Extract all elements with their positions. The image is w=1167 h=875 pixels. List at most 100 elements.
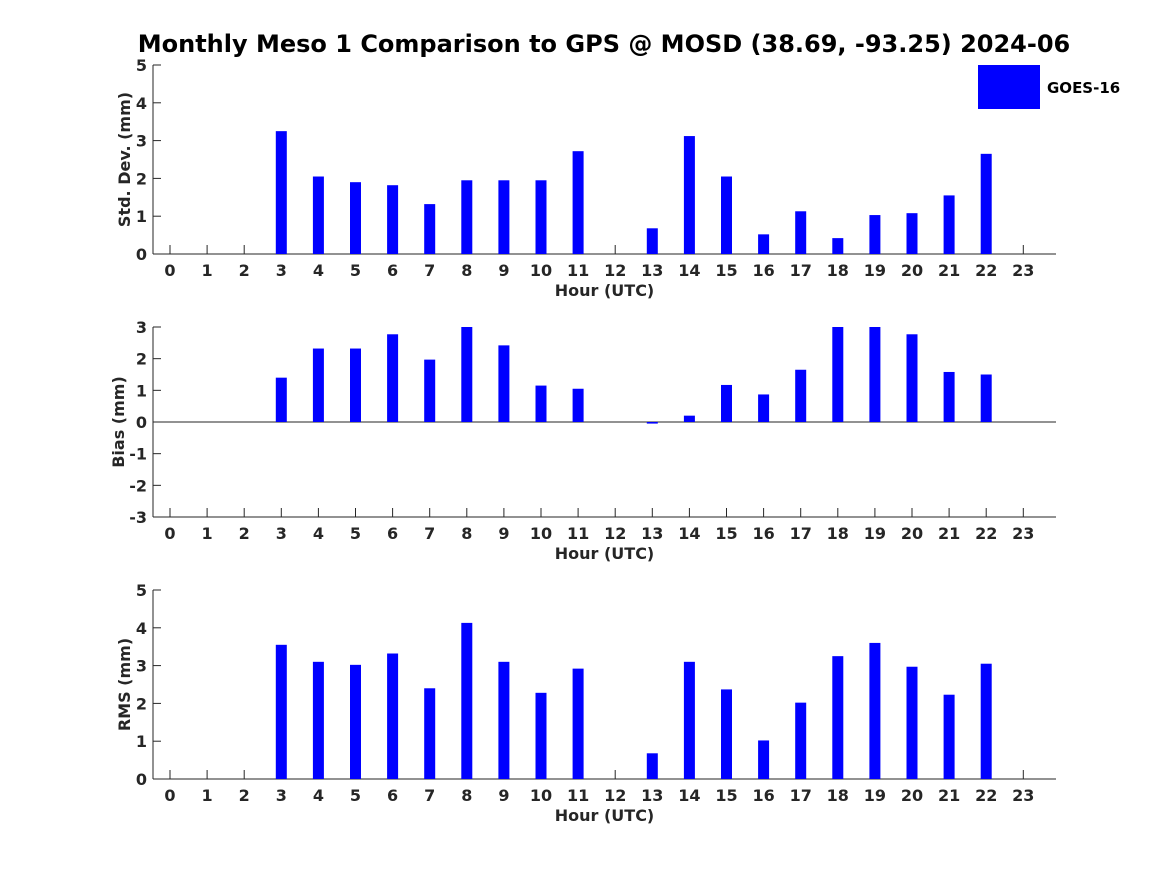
- bar-3-hour-22: [980, 663, 992, 779]
- y-axis-label: RMS (mm): [115, 638, 134, 731]
- x-tick-label: 12: [604, 524, 626, 543]
- x-tick-label: 21: [938, 524, 960, 543]
- bar-1-hour-14: [683, 136, 695, 254]
- bar-2-hour-16: [758, 394, 770, 422]
- bar-2-hour-11: [572, 388, 584, 422]
- bar-1-hour-8: [461, 180, 473, 254]
- x-tick-label: 11: [567, 261, 589, 280]
- y-axis-label: Std. Dev. (mm): [115, 92, 134, 227]
- legend-label: GOES-16: [1047, 79, 1120, 97]
- bar-2-hour-9: [498, 345, 510, 422]
- x-tick-label: 2: [239, 786, 250, 805]
- x-tick-label: 22: [975, 524, 997, 543]
- x-tick-label: 16: [752, 786, 774, 805]
- x-tick-label: 7: [424, 524, 435, 543]
- bar-2-hour-10: [535, 385, 547, 422]
- y-tick-label: 3: [136, 657, 147, 676]
- x-tick-label: 1: [202, 524, 213, 543]
- bar-3-hour-6: [387, 653, 399, 779]
- bar-1-hour-21: [943, 195, 955, 254]
- bar-1-hour-11: [572, 151, 584, 254]
- bar-1-hour-5: [350, 182, 361, 254]
- bar-3-hour-10: [535, 692, 547, 779]
- bar-2-hour-22: [980, 374, 992, 422]
- bar-2-hour-17: [795, 369, 807, 422]
- x-tick-label: 10: [530, 261, 552, 280]
- bar-2-hour-15: [721, 384, 732, 422]
- y-tick-label: 0: [136, 245, 147, 264]
- x-tick-label: 3: [276, 524, 287, 543]
- bar-3-hour-16: [758, 740, 770, 779]
- x-tick-label: 19: [864, 261, 886, 280]
- x-tick-label: 11: [567, 524, 589, 543]
- x-tick-label: 6: [387, 524, 398, 543]
- x-tick-label: 19: [864, 524, 886, 543]
- bar-3-hour-7: [424, 688, 436, 779]
- x-tick-label: 0: [164, 261, 175, 280]
- x-tick-label: 3: [276, 786, 287, 805]
- x-tick-label: 10: [530, 786, 552, 805]
- x-tick-label: 12: [604, 261, 626, 280]
- x-tick-label: 0: [164, 786, 175, 805]
- bar-2-hour-6: [387, 334, 399, 422]
- y-tick-label: 1: [136, 381, 147, 400]
- x-axis-label: Hour (UTC): [555, 544, 655, 563]
- x-tick-label: 11: [567, 786, 589, 805]
- bar-1-hour-13: [646, 228, 658, 254]
- x-tick-label: 14: [678, 524, 700, 543]
- x-tick-label: 7: [424, 786, 435, 805]
- y-axis-label: Bias (mm): [109, 376, 128, 468]
- bar-1-hour-22: [980, 153, 992, 254]
- x-tick-label: 20: [901, 261, 923, 280]
- x-tick-label: 13: [641, 261, 663, 280]
- bar-1-hour-18: [832, 238, 844, 254]
- x-tick-label: 5: [350, 786, 361, 805]
- x-tick-label: 8: [461, 524, 472, 543]
- x-tick-label: 6: [387, 261, 398, 280]
- x-tick-label: 4: [313, 261, 324, 280]
- x-tick-label: 20: [901, 524, 923, 543]
- bar-1-hour-7: [424, 204, 436, 254]
- y-tick-label: 0: [136, 770, 147, 789]
- x-tick-label: 17: [790, 786, 812, 805]
- x-tick-label: 10: [530, 524, 552, 543]
- bar-3-hour-4: [312, 661, 324, 779]
- y-tick-label: 2: [136, 350, 147, 369]
- x-tick-label: 23: [1012, 261, 1034, 280]
- x-tick-label: 16: [752, 261, 774, 280]
- bar-2-hour-4: [312, 348, 324, 422]
- bar-2-hour-8: [461, 327, 473, 422]
- y-tick-label: 5: [136, 581, 147, 600]
- x-tick-label: 8: [461, 261, 472, 280]
- y-tick-label: 2: [136, 694, 147, 713]
- bar-3-hour-19: [869, 642, 881, 779]
- bar-1-hour-3: [275, 131, 287, 254]
- x-tick-label: 9: [498, 524, 509, 543]
- bar-2-hour-3: [275, 377, 287, 422]
- x-tick-label: 22: [975, 261, 997, 280]
- y-tick-label: -2: [129, 476, 147, 495]
- x-tick-label: 1: [202, 786, 213, 805]
- bar-3-hour-15: [721, 689, 732, 779]
- x-tick-label: 9: [498, 786, 509, 805]
- bar-2-hour-7: [424, 359, 436, 422]
- bar-2-hour-21: [943, 371, 955, 422]
- x-tick-label: 5: [350, 261, 361, 280]
- bar-1-hour-19: [869, 215, 881, 254]
- x-tick-label: 21: [938, 786, 960, 805]
- x-axis-label: Hour (UTC): [555, 806, 655, 825]
- x-tick-label: 3: [276, 261, 287, 280]
- x-tick-label: 13: [641, 524, 663, 543]
- y-tick-label: 1: [136, 207, 147, 226]
- x-tick-label: 15: [715, 261, 737, 280]
- x-tick-label: 4: [313, 524, 324, 543]
- x-tick-label: 18: [827, 524, 849, 543]
- bar-2-hour-13: [646, 422, 658, 424]
- y-tick-label: 2: [136, 169, 147, 188]
- y-tick-label: 5: [136, 56, 147, 75]
- bar-3-hour-11: [572, 668, 584, 779]
